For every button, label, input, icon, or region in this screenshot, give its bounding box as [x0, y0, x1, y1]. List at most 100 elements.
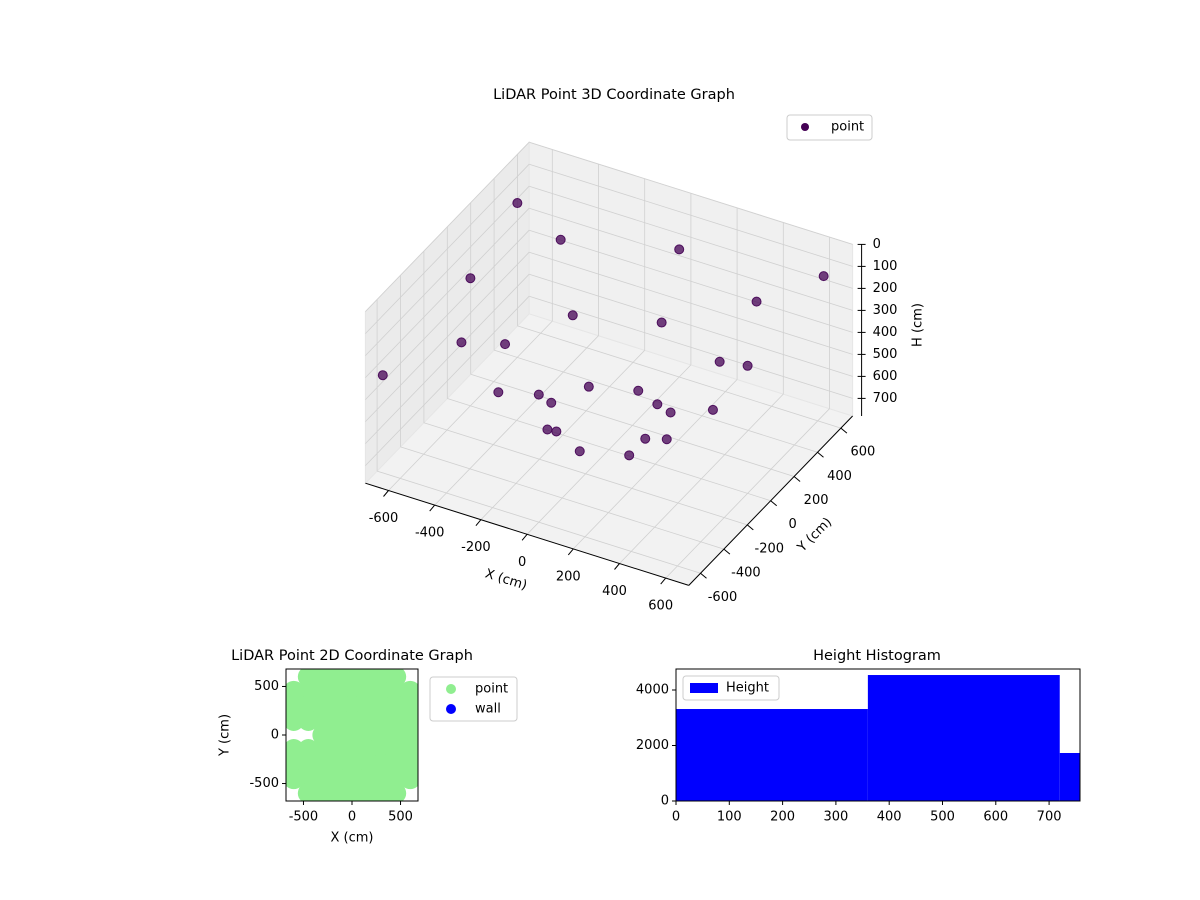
grid-line [517, 325, 842, 429]
point [385, 695, 407, 717]
legend-label: Height [726, 681, 769, 696]
z-tick-label: 100 [873, 259, 898, 274]
chart-title: LiDAR Point 2D Coordinate Graph [231, 648, 473, 664]
point [356, 768, 378, 790]
bar [867, 675, 1060, 801]
point [385, 724, 407, 746]
grid-line [447, 398, 771, 502]
chart-title: LiDAR Point 3D Coordinate Graph [493, 87, 735, 103]
x-tick-label: 0 [348, 810, 356, 825]
tick-mark [521, 533, 528, 541]
tick-mark [770, 500, 778, 507]
point [555, 234, 566, 245]
point [640, 433, 651, 444]
point [574, 446, 585, 457]
x-tick-label: -400 [415, 526, 445, 541]
tick-mark [614, 563, 620, 570]
grid-line [365, 207, 530, 378]
tick-mark [746, 524, 754, 531]
x-tick-label: 400 [602, 584, 627, 599]
legend-label: point [475, 682, 508, 697]
grid-line [529, 251, 853, 355]
grid-line [365, 251, 530, 422]
grid-line [529, 141, 853, 245]
point [341, 709, 363, 731]
point [312, 768, 334, 790]
grid-line [365, 185, 530, 356]
y-tick-label: 0 [789, 517, 797, 532]
point [326, 768, 348, 790]
grid-line [529, 163, 853, 267]
grid-line [529, 273, 853, 377]
x-tick-label: 300 [823, 810, 848, 825]
bar [676, 709, 868, 801]
point [751, 296, 762, 307]
point [341, 753, 363, 775]
y-tick-label: -500 [249, 776, 279, 791]
point [341, 768, 363, 790]
y-tick-label: 4000 [636, 683, 669, 698]
grid-line [423, 422, 748, 526]
point [312, 739, 334, 761]
point [370, 753, 392, 775]
tick-mark [817, 451, 824, 458]
legend-marker [446, 684, 456, 694]
grid-line [365, 295, 530, 466]
z-tick-label: 600 [873, 369, 898, 384]
y-tick-label: 400 [827, 469, 852, 484]
point [385, 709, 407, 731]
point [742, 360, 753, 371]
legend-box [682, 675, 780, 701]
point [465, 273, 476, 284]
y-tick-label: 200 [804, 493, 829, 508]
x-tick-label: 0 [672, 810, 680, 825]
point [356, 753, 378, 775]
point [370, 680, 392, 702]
grid-line [529, 185, 853, 289]
point [714, 356, 725, 367]
point [356, 695, 378, 717]
point [297, 680, 319, 702]
grid-line [365, 273, 530, 444]
point [356, 739, 378, 761]
tick-mark [475, 519, 482, 527]
point [312, 695, 334, 717]
point [312, 724, 334, 746]
z-tick-label: 200 [873, 281, 898, 296]
point [385, 739, 407, 761]
axes-frame [675, 668, 1081, 802]
point [356, 724, 378, 746]
legend-label: wall [475, 702, 501, 717]
point [297, 768, 319, 790]
point [356, 680, 378, 702]
x-axis-label: X (cm) [483, 567, 529, 594]
point [297, 695, 319, 717]
point [341, 680, 363, 702]
point [385, 753, 407, 775]
x-tick-label: -200 [461, 540, 491, 555]
grid-line [529, 229, 853, 333]
point [674, 244, 685, 255]
y-tick-label: 2000 [636, 738, 669, 753]
point [326, 724, 348, 746]
x-tick-label: 100 [717, 810, 742, 825]
legend-marker [801, 123, 809, 131]
point [370, 768, 392, 790]
point [385, 680, 407, 702]
x-tick-label: -600 [369, 511, 399, 526]
point [656, 317, 667, 328]
grid-line [529, 207, 853, 311]
point [493, 387, 504, 398]
point [341, 695, 363, 717]
y-tick-label: 600 [850, 445, 875, 460]
grid-line [365, 229, 530, 400]
grid-line [365, 163, 530, 334]
axis-line [365, 482, 689, 586]
x-tick-label: 500 [388, 810, 413, 825]
point [377, 370, 388, 381]
tick-mark [660, 577, 667, 585]
legend-box [786, 114, 873, 141]
point [370, 709, 392, 731]
grid-line [365, 141, 530, 312]
point [297, 753, 319, 775]
